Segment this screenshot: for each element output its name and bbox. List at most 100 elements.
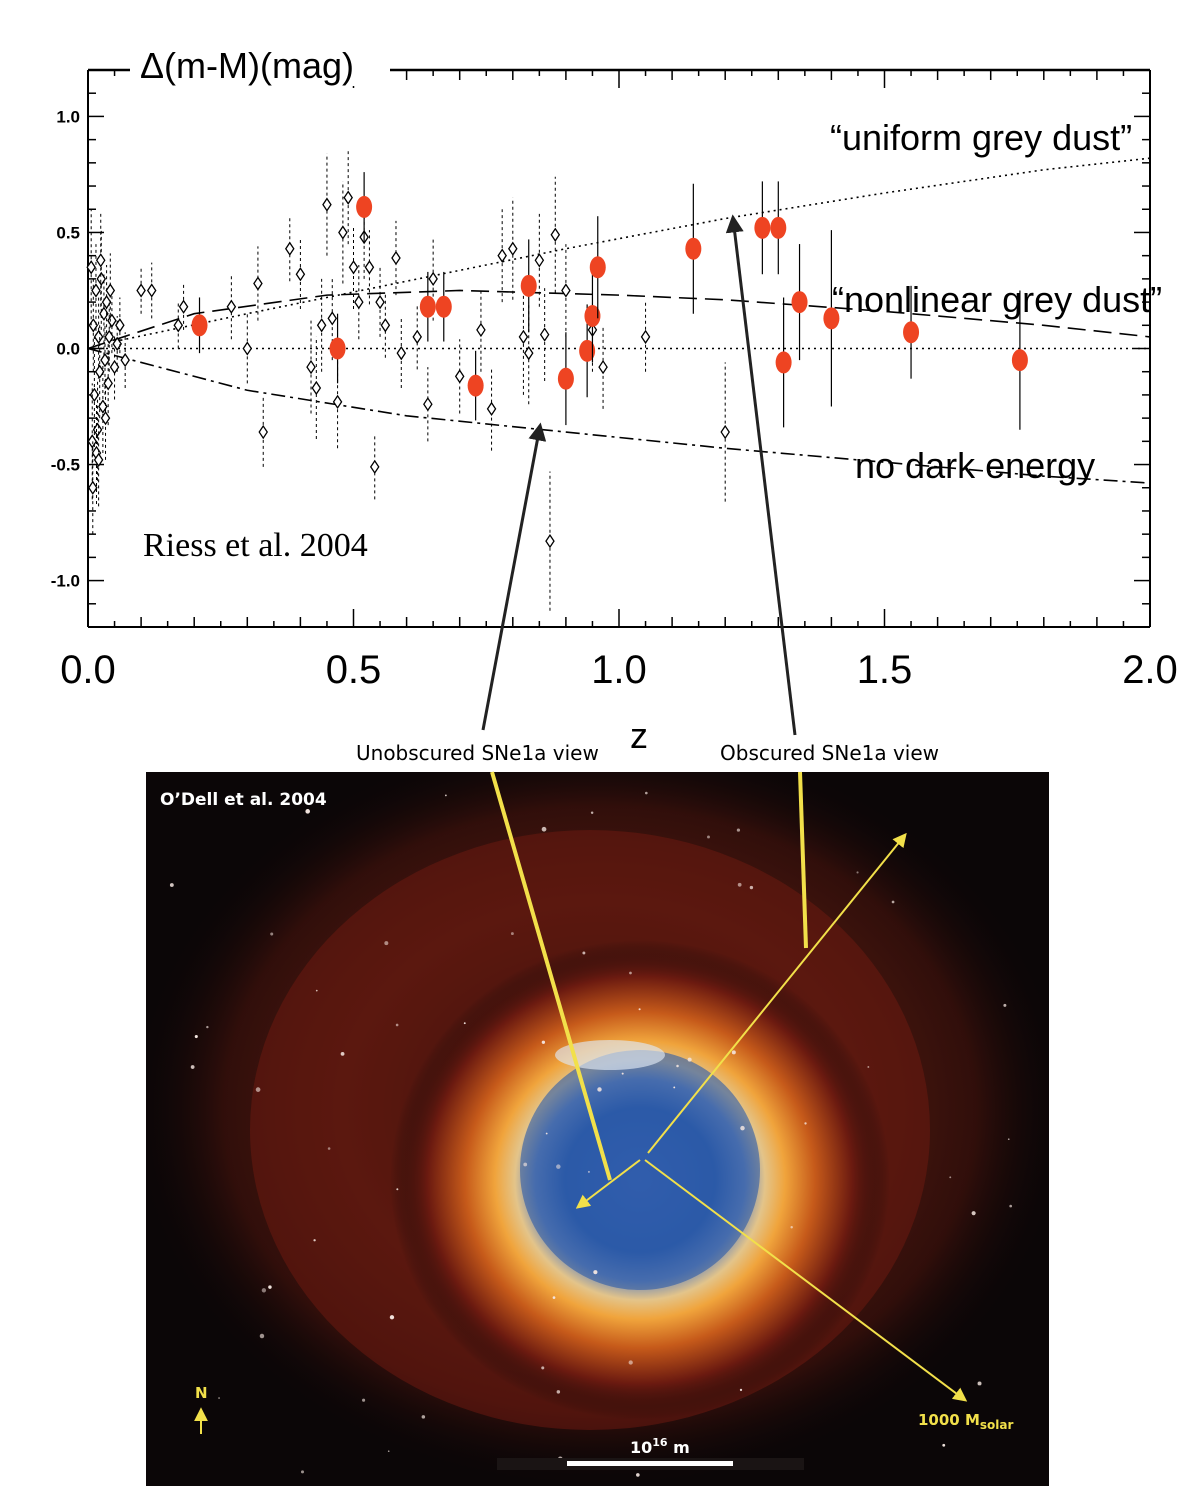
star (541, 1040, 546, 1044)
data-point-circle (823, 307, 840, 330)
series-hst-sne (191, 172, 1028, 430)
star (190, 1065, 195, 1069)
star (270, 932, 274, 936)
star (749, 885, 754, 890)
data-point-diamond (391, 250, 401, 266)
star (644, 791, 648, 795)
unobscured-line (490, 771, 612, 1181)
data-point-diamond (423, 397, 433, 412)
data-point-diamond (364, 260, 375, 275)
star (790, 1226, 793, 1229)
star (736, 828, 741, 832)
star (389, 1315, 395, 1320)
data-point-diamond (476, 322, 486, 338)
data-point-circle (770, 216, 787, 239)
data-point-diamond (226, 299, 237, 314)
data-point-diamond (375, 294, 385, 310)
star (255, 1087, 261, 1092)
star (1003, 1003, 1007, 1007)
star (676, 1064, 679, 1068)
star-field (169, 791, 1013, 1477)
star (340, 1051, 345, 1056)
data-point-diamond (94, 364, 105, 379)
star (856, 871, 859, 874)
mass-pointer (644, 1159, 968, 1402)
star (687, 1057, 692, 1062)
data-point-diamond (93, 452, 104, 468)
model-curve-uniform-grey-dust (114, 157, 1151, 343)
data-point-circle (191, 314, 208, 337)
data-point-diamond (258, 424, 269, 440)
data-point-diamond (99, 306, 109, 321)
x-tick-label: 1.5 (857, 648, 913, 692)
photo-credit: O’Dell et al. 2004 (160, 790, 327, 810)
y-tick-label: 1.0 (56, 107, 80, 126)
star (673, 1086, 676, 1089)
data-point-circle (1011, 349, 1028, 372)
data-point-diamond (545, 533, 555, 549)
star (300, 801, 302, 804)
data-point-diamond (87, 480, 98, 495)
data-point-diamond (396, 345, 407, 361)
data-point-diamond (534, 253, 545, 268)
star (587, 1170, 590, 1173)
star (971, 1211, 976, 1216)
data-point-circle (903, 321, 920, 344)
scale-unit: m (668, 1438, 690, 1457)
data-point-diamond (354, 294, 364, 310)
star (510, 932, 514, 936)
data-point-diamond (322, 197, 332, 212)
star (636, 1473, 640, 1477)
scale-base: 10 (630, 1438, 652, 1457)
star (977, 1381, 982, 1386)
star (523, 1162, 528, 1167)
scale-label: 1016 m (630, 1436, 690, 1457)
star (621, 1072, 624, 1075)
unobscured-arrow (481, 422, 547, 731)
data-point-circle (754, 216, 771, 239)
data-point-diamond (720, 424, 730, 440)
scale-exponent: 16 (652, 1436, 668, 1449)
star (463, 1022, 466, 1025)
y-tick-label: -0.5 (51, 456, 80, 475)
star (942, 1443, 946, 1447)
data-point-diamond (598, 359, 608, 375)
citation: Riess et al. 2004 (143, 527, 368, 564)
star (556, 1390, 561, 1394)
star (552, 1296, 556, 1299)
data-point-circle (685, 237, 702, 260)
data-point-circle (435, 295, 452, 318)
model-curves (87, 157, 1151, 484)
data-point-circle (467, 374, 484, 397)
star (628, 1360, 633, 1365)
star (590, 811, 594, 814)
data-point-diamond (92, 422, 103, 437)
data-point-diamond (550, 227, 561, 242)
star (169, 883, 174, 887)
star (867, 1065, 870, 1068)
data-point-diamond (115, 318, 125, 333)
data-point-circle (775, 351, 792, 374)
star (300, 1470, 305, 1474)
model-curve-nonlinear-grey-dust (87, 289, 1151, 350)
hubble-residual-chart: 1.0 0.5 0.0 -0.5 -1.0 0.0 0.5 1.0 1.5 2.0 Δ(m-M)… (51, 45, 1178, 756)
data-point-diamond (91, 283, 101, 298)
star (597, 1087, 602, 1092)
mass-value: 1000 M (918, 1411, 980, 1429)
star (305, 809, 311, 814)
data-point-diamond (100, 352, 110, 368)
data-point-diamond (173, 318, 184, 333)
data-point-circle (557, 367, 574, 390)
star (638, 1008, 641, 1011)
data-point-diamond (539, 327, 550, 342)
star (593, 1270, 598, 1275)
y-tick-label: -1.0 (51, 572, 80, 591)
star (268, 1285, 272, 1289)
star (259, 1333, 265, 1339)
data-point-diamond (640, 329, 651, 345)
data-point-diamond (338, 225, 348, 240)
data-point-diamond (86, 260, 96, 275)
data-point-diamond (327, 311, 338, 326)
scale-bar (567, 1461, 733, 1466)
